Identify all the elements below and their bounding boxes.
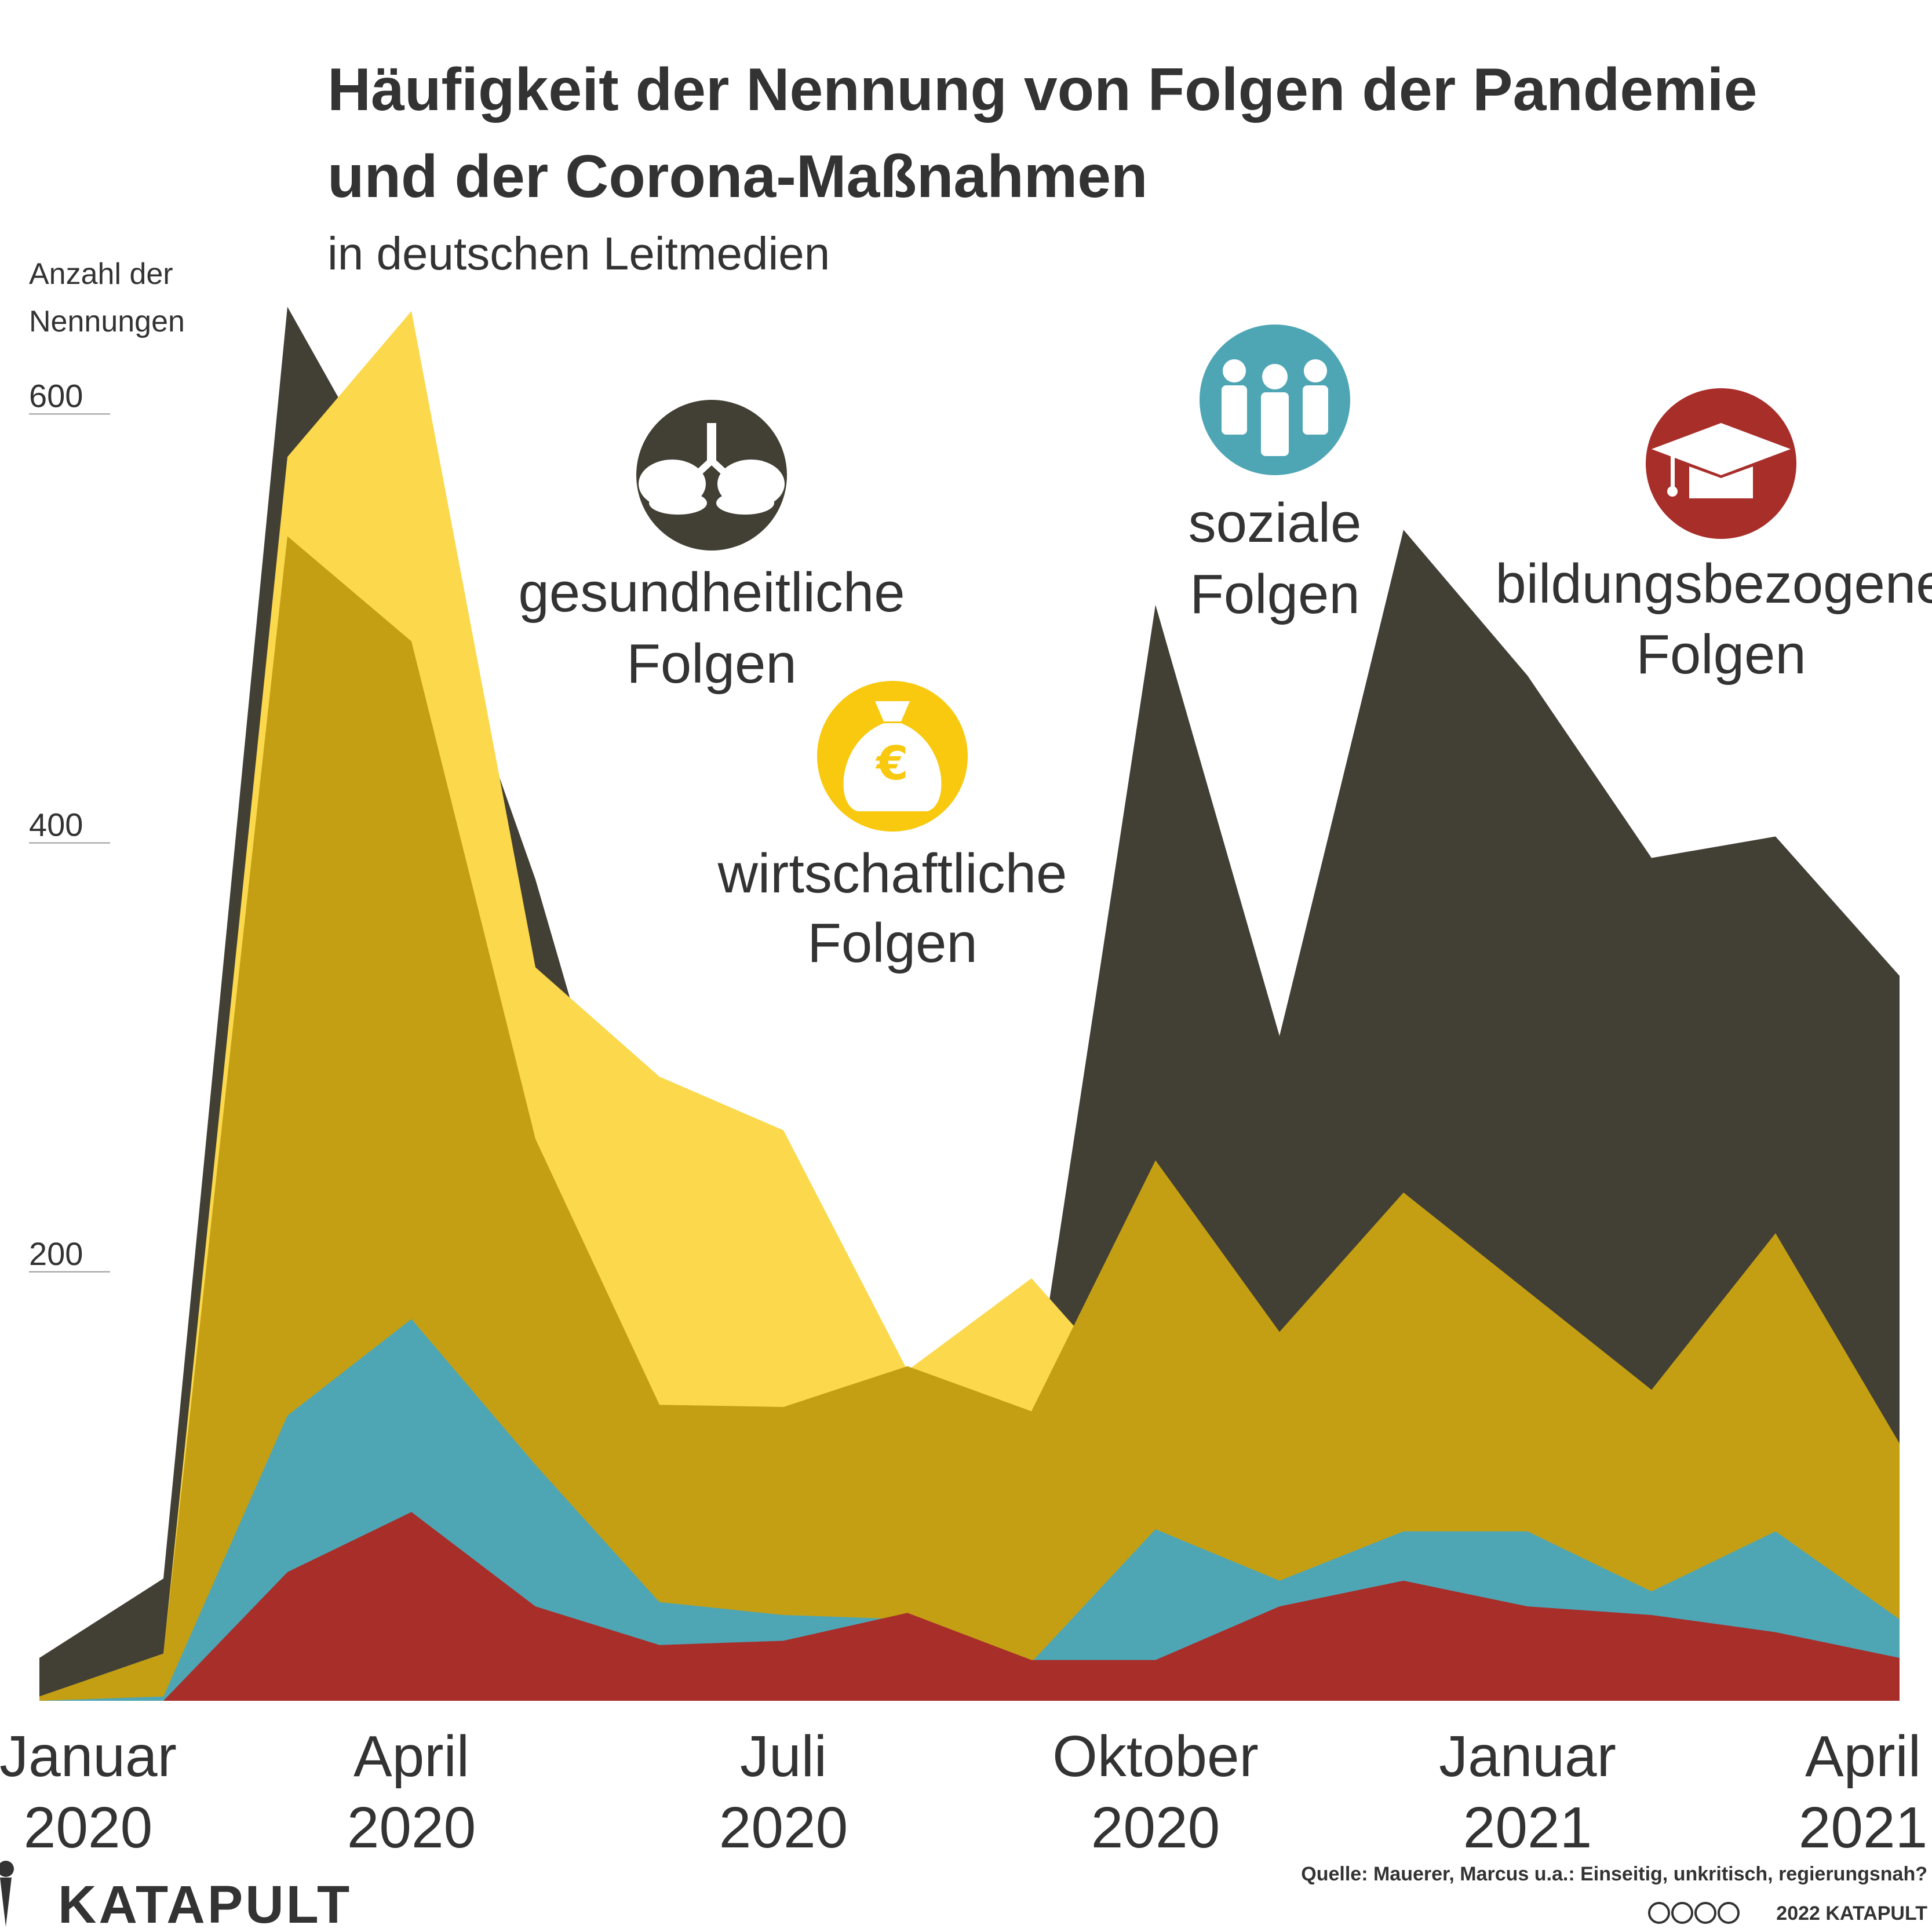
label-bildung: bildungsbezogene Folgen (1495, 388, 1932, 686)
series-label-bildung-line1: bildungsbezogene (1495, 553, 1932, 615)
y-tick-label: 600 (29, 377, 83, 414)
chart-subtitle: in deutschen Leitmedien (327, 228, 830, 279)
series-label-gesundheitlich-line1: gesundheitliche (518, 562, 905, 624)
chart-title-line2: und der Corona-Maßnahmen (327, 143, 1148, 210)
series-label-bildung-line2: Folgen (1636, 624, 1806, 686)
lungs-icon (636, 400, 787, 551)
series-areas (39, 307, 1900, 1701)
series-label-gesundheitlich-line2: Folgen (626, 633, 797, 695)
graduation-cap-icon (1646, 388, 1796, 539)
x-tick-label-year: 2020 (347, 1795, 476, 1860)
x-tick-label-month: Januar (1439, 1724, 1616, 1789)
x-tick-label-month: Januar (0, 1724, 177, 1789)
label-wirtschaftlich: € wirtschaftliche Folgen (717, 681, 1067, 974)
area-overlap (39, 536, 1900, 1701)
x-tick-label-month: Juli (740, 1724, 827, 1789)
x-tick-label-year: 2020 (1091, 1795, 1220, 1860)
x-tick-label-month: Oktober (1052, 1724, 1259, 1789)
x-tick-label-year: 2021 (1799, 1795, 1927, 1860)
label-sozial: soziale Folgen (1189, 325, 1362, 625)
y-axis-label-line2: Nennungen (29, 305, 185, 338)
series-label-sozial-line1: soziale (1189, 492, 1362, 554)
y-tick-label: 400 (29, 807, 83, 843)
series-label-sozial-line2: Folgen (1190, 563, 1360, 625)
y-tick-label: 200 (29, 1235, 83, 1272)
y-ticks: 200 400 600 (29, 377, 110, 1273)
copyright-note: 2022 KATAPULT (1776, 1902, 1927, 1924)
x-tick-label-year: 2020 (719, 1795, 848, 1860)
x-tick-label-year: 2020 (24, 1795, 152, 1860)
series-label-wirtschaftlich-line1: wirtschaftliche (717, 843, 1067, 905)
katapult-logo: KATAPULT (0, 1861, 352, 1932)
chart-title-line1: Häufigkeit der Nennung von Folgen der Pa… (327, 56, 1757, 123)
y-axis-label-line1: Anzahl der (29, 257, 173, 291)
money-bag-icon: € (817, 681, 968, 832)
logo-text: KATAPULT (58, 1875, 352, 1932)
x-tick-label-month: April (1805, 1724, 1921, 1789)
x-tick-label-year: 2021 (1463, 1795, 1592, 1860)
cc-license-icons (1648, 1902, 1740, 1924)
x-tick-label-month: April (353, 1724, 469, 1789)
svg-text:€: € (875, 737, 909, 790)
area-bildung (39, 1512, 1900, 1701)
label-gesundheitlich: gesundheitliche Folgen (518, 400, 905, 695)
x-ticks: Januar2020April2020Juli2020Oktober2020Ja… (0, 1724, 1927, 1860)
series-label-wirtschaftlich-line2: Folgen (807, 912, 978, 974)
people-icon (1200, 325, 1350, 475)
source-note: Quelle: Mauerer, Marcus u.a.: Einseitig,… (1301, 1863, 1927, 1885)
